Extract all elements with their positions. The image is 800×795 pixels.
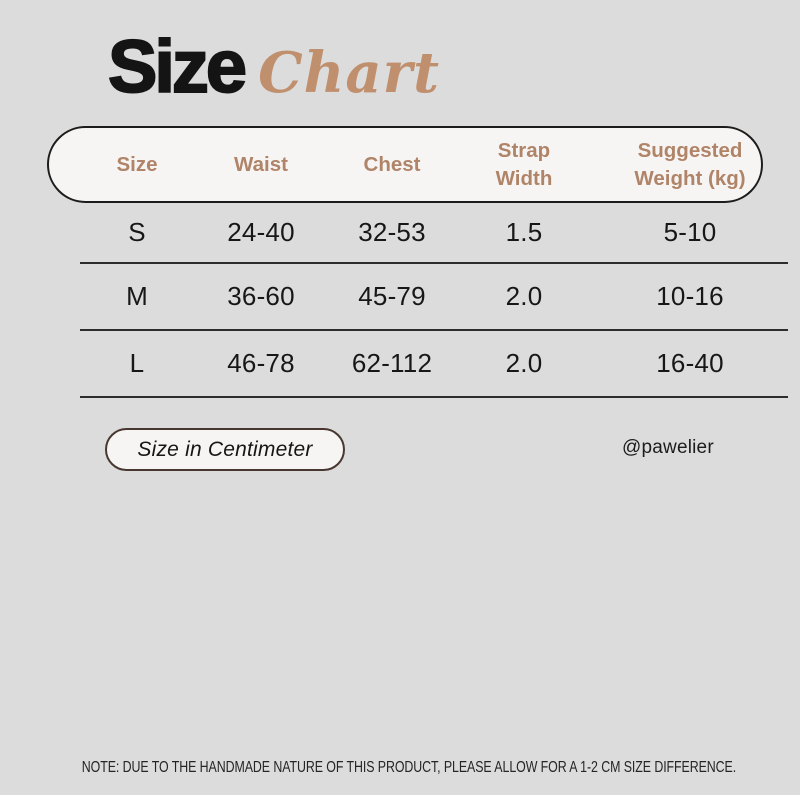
- size-unit-button[interactable]: Size in Centimeter: [105, 428, 345, 471]
- cell-strap-width: 2.0: [505, 348, 543, 378]
- cell-suggested-weight: 5-10: [663, 217, 717, 247]
- footer-note-text: NOTE: DUE TO THE HANDMADE NATURE OF THIS…: [81, 759, 737, 776]
- table-header-pill: [47, 126, 763, 203]
- cell-waist: 46-78: [227, 348, 295, 378]
- column-header-strap-width-label: Strap Width: [495, 139, 553, 190]
- title-main: Size: [107, 24, 248, 109]
- size-unit-button-label: Size in Centimeter: [137, 437, 313, 461]
- column-header-waist-label: Waist: [234, 152, 288, 176]
- cell-size: S: [128, 217, 146, 247]
- column-header-waist: Waist: [194, 151, 328, 178]
- cell-strap-width: 2.0: [505, 281, 543, 311]
- cell-chest: 45-79: [358, 281, 426, 311]
- column-header-chest: Chest: [328, 151, 456, 178]
- title-accent-script: Chart: [258, 40, 441, 106]
- column-header-suggested-weight: Suggested Weight (kg): [592, 137, 788, 191]
- credit-handle: @pawelier: [622, 437, 714, 458]
- page-title: Size Chart: [107, 24, 441, 109]
- column-header-size: Size: [80, 151, 194, 178]
- cell-suggested-weight: 16-40: [656, 348, 724, 378]
- cell-suggested-weight: 10-16: [656, 281, 724, 311]
- column-header-strap-width: Strap Width: [456, 137, 592, 191]
- column-header-size-label: Size: [116, 152, 158, 176]
- cell-chest: 62-112: [351, 348, 433, 378]
- cell-chest: 32-53: [358, 217, 426, 247]
- footer-note: NOTE: DUE TO THE HANDMADE NATURE OF THIS…: [0, 759, 800, 777]
- table-row-size-m: M 36-60 45-79 2.0 10-16: [80, 264, 788, 331]
- cell-strap-width: 1.5: [505, 217, 543, 247]
- cell-size: L: [129, 348, 145, 378]
- table-row-size-s: S 24-40 32-53 1.5 5-10: [80, 203, 788, 264]
- table-row-size-l: L 46-78 62-112 2.0 16-40: [80, 331, 788, 398]
- size-chart-table: Size Waist Chest Strap Width Suggested W…: [80, 126, 788, 398]
- cell-waist: 24-40: [227, 217, 295, 247]
- cell-size: M: [126, 281, 148, 311]
- column-header-chest-label: Chest: [363, 152, 421, 176]
- table-header-row: Size Waist Chest Strap Width Suggested W…: [80, 126, 788, 203]
- cell-waist: 36-60: [227, 281, 295, 311]
- column-header-suggested-weight-label: Suggested Weight (kg): [634, 139, 746, 190]
